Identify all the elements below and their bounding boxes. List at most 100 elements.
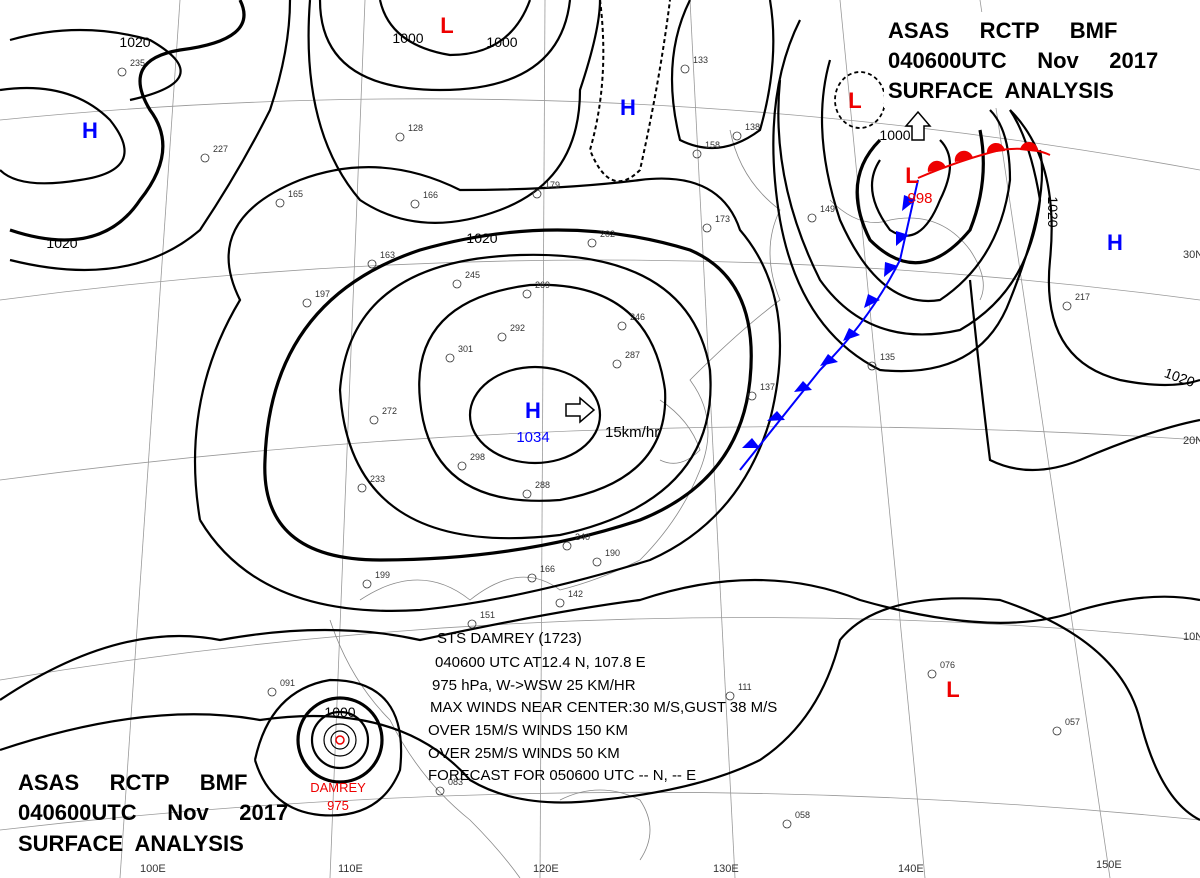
header-line: ASAS RCTP BMF: [18, 770, 247, 795]
station-circle: [522, 489, 532, 499]
motion-label: 15km/hr: [605, 424, 659, 441]
grid-label: 20N: [1183, 435, 1200, 447]
isobar-label: 1000: [879, 127, 910, 143]
isobar: [310, 710, 370, 770]
isobar: [777, 79, 1042, 336]
isobar: [0, 578, 1200, 701]
station-circle: [1052, 726, 1062, 736]
station-pressure: 076: [940, 660, 955, 670]
isobar: [0, 597, 1200, 821]
station-pressure: 190: [605, 548, 620, 558]
station-circle: [467, 619, 477, 629]
header-top: ASAS RCTP BMF 040600UTC Nov 2017 SURFACE…: [884, 12, 1184, 108]
station-circle: [410, 199, 420, 209]
station-pressure: 142: [568, 589, 583, 599]
station-circle: [362, 579, 372, 589]
station-pressure: 197: [315, 289, 330, 299]
header-line: ASAS RCTP BMF: [888, 18, 1117, 43]
coastline: [359, 129, 781, 601]
station-circle: [452, 279, 462, 289]
storm-info-line: STS DAMREY (1723): [437, 630, 582, 647]
isobar: [193, 166, 782, 612]
center-symbol: H: [620, 95, 636, 120]
coastline: [329, 619, 521, 878]
typhoon-symbol: [335, 735, 345, 745]
station-pressure: 173: [715, 214, 730, 224]
station-pressure: 199: [375, 570, 390, 580]
isobar-label: 1020: [119, 34, 150, 50]
station-circle: [592, 557, 602, 567]
station-circle: [395, 132, 405, 142]
isobar-label: 1020: [466, 230, 497, 246]
coastline: [829, 199, 984, 301]
station-pressure: 111: [738, 682, 752, 692]
isobar: [307, 0, 602, 224]
storm-info-line: 040600 UTC AT12.4 N, 107.8 E: [435, 654, 646, 671]
station-pressure: 301: [458, 344, 473, 354]
latitude-line: [0, 791, 1200, 831]
isobar: [588, 0, 671, 183]
isobar: [855, 129, 985, 265]
grid-label: 140E: [898, 863, 924, 875]
warm-front-symbols: [927, 141, 1039, 172]
isobar: [968, 279, 1200, 472]
isobar: [330, 730, 350, 750]
center-symbol: L: [848, 88, 861, 113]
isobar: [670, 0, 775, 150]
motion-arrow: [565, 396, 596, 424]
center-pressure: 998: [907, 190, 932, 207]
isobar: [418, 283, 667, 502]
station-pressure: 235: [130, 58, 145, 68]
storm-info-line: MAX WINDS NEAR CENTER:30 M/S,GUST 38 M/S: [430, 699, 777, 716]
isobar: [9, 28, 182, 102]
station-circle: [117, 67, 127, 77]
station-pressure: 133: [693, 55, 708, 65]
station-circle: [357, 483, 367, 493]
station-circle: [747, 391, 757, 401]
storm-info-line: 975 hPa, W->WSW 25 KM/HR: [432, 677, 636, 694]
isobar: [296, 696, 384, 784]
grid-label: 150E: [1096, 859, 1122, 871]
header-line: SURFACE ANALYSIS: [18, 831, 244, 856]
station-circle: [732, 131, 742, 141]
station-circle: [497, 332, 507, 342]
station-pressure: 245: [465, 270, 480, 280]
station-pressure: 287: [625, 350, 640, 360]
station-circle: [562, 541, 572, 551]
storm-info-line: FORECAST FOR 050600 UTC -- N, -- E: [428, 767, 696, 784]
latitude-line: [0, 98, 1200, 171]
motion-arrow: [904, 110, 932, 141]
longitude-line: [539, 0, 546, 878]
station-pressure: 163: [380, 250, 395, 260]
station-circle: [617, 321, 627, 331]
station-pressure: 202: [600, 229, 615, 239]
isobar: [338, 253, 712, 540]
station-circle: [532, 189, 542, 199]
latitude-line: [0, 617, 1200, 681]
center-symbol: L: [440, 13, 453, 38]
station-pressure: 288: [535, 480, 550, 490]
station-circle: [457, 461, 467, 471]
coastline: [659, 399, 701, 464]
storm-info-line: OVER 15M/S WINDS 150 KM: [428, 722, 628, 739]
isobar: [820, 59, 1012, 303]
center-symbol: H: [1107, 230, 1123, 255]
isobar: [1009, 109, 1200, 387]
station-circle: [725, 691, 735, 701]
station-plots: 235 227 165 166 163 245 269 292 301 272 298 288 233 2…: [117, 55, 1090, 829]
station-circle: [275, 198, 285, 208]
grid-label: 110E: [338, 863, 363, 875]
station-pressure: 272: [382, 406, 397, 416]
station-pressure: 166: [423, 190, 438, 200]
station-circle: [782, 819, 792, 829]
station-pressure: 292: [510, 323, 525, 333]
station-pressure: 269: [535, 280, 550, 290]
center-symbol: L: [946, 677, 959, 702]
grid-label: 30N: [1183, 249, 1200, 261]
station-pressure: 166: [540, 564, 555, 574]
station-pressure: 149: [820, 204, 835, 214]
station-pressure: 246: [630, 312, 645, 322]
isobar-label: 1000: [486, 34, 517, 50]
isobar-label: 1020: [1045, 196, 1061, 227]
station-circle: [555, 598, 565, 608]
